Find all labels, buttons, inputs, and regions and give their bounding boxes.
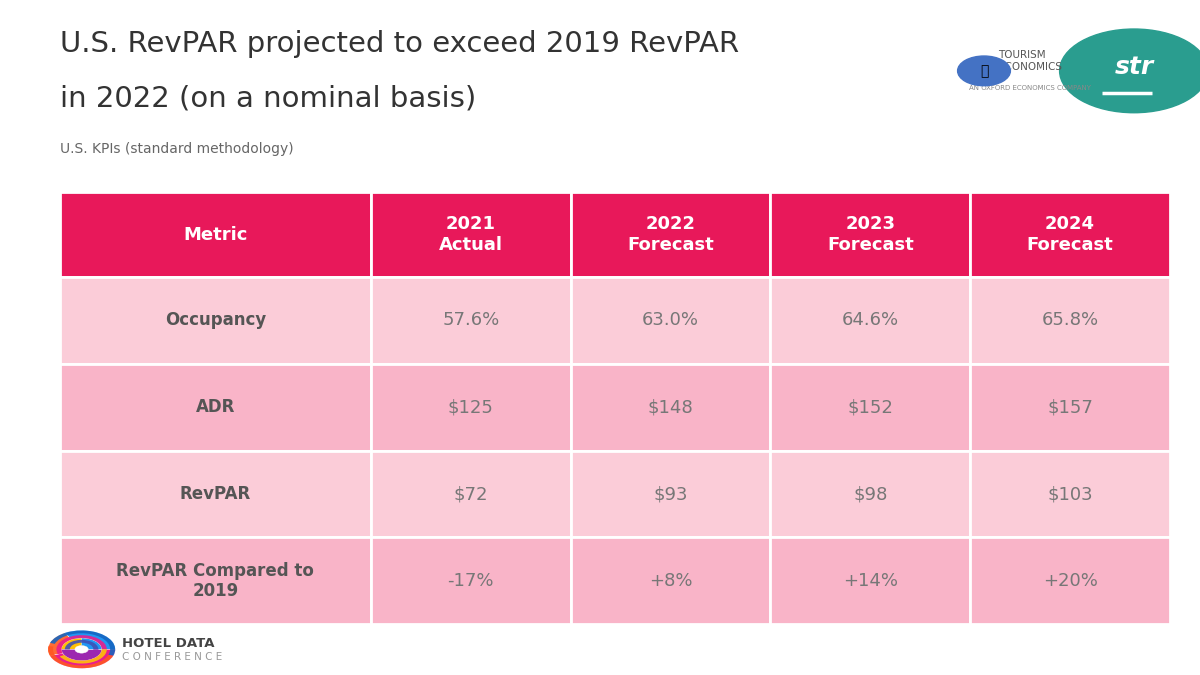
Text: $148: $148 — [648, 398, 694, 416]
FancyBboxPatch shape — [371, 364, 571, 451]
FancyBboxPatch shape — [571, 192, 770, 277]
FancyBboxPatch shape — [970, 451, 1170, 537]
Text: HOTEL DATA: HOTEL DATA — [122, 637, 215, 650]
Text: str: str — [1115, 55, 1153, 80]
Wedge shape — [50, 649, 115, 668]
Text: AN OXFORD ECONOMICS COMPANY: AN OXFORD ECONOMICS COMPANY — [968, 85, 1091, 90]
Text: 2024
Forecast: 2024 Forecast — [1027, 215, 1114, 254]
Wedge shape — [48, 633, 76, 656]
FancyBboxPatch shape — [60, 277, 371, 364]
Text: U.S. KPIs (standard methodology): U.S. KPIs (standard methodology) — [60, 142, 294, 156]
Text: RevPAR: RevPAR — [180, 485, 251, 503]
FancyBboxPatch shape — [60, 364, 371, 451]
Text: ADR: ADR — [196, 398, 235, 416]
Circle shape — [958, 56, 1010, 86]
Text: C O N F E R E N C E: C O N F E R E N C E — [122, 652, 223, 662]
Circle shape — [1060, 29, 1200, 113]
Wedge shape — [61, 649, 102, 661]
Wedge shape — [56, 635, 107, 654]
Text: $125: $125 — [448, 398, 493, 416]
FancyBboxPatch shape — [970, 364, 1170, 451]
FancyBboxPatch shape — [371, 451, 571, 537]
Text: TOURISM
ECONOMICS: TOURISM ECONOMICS — [997, 50, 1062, 72]
Text: in 2022 (on a nominal basis): in 2022 (on a nominal basis) — [60, 84, 476, 112]
Text: Metric: Metric — [184, 225, 247, 244]
Text: RevPAR Compared to
2019: RevPAR Compared to 2019 — [116, 562, 314, 600]
FancyBboxPatch shape — [60, 537, 371, 624]
Text: 64.6%: 64.6% — [841, 311, 899, 329]
Wedge shape — [48, 646, 113, 668]
FancyBboxPatch shape — [571, 364, 770, 451]
Text: $103: $103 — [1048, 485, 1093, 503]
Wedge shape — [65, 649, 98, 659]
FancyBboxPatch shape — [770, 537, 970, 624]
Text: 57.6%: 57.6% — [442, 311, 499, 329]
Text: U.S. RevPAR projected to exceed 2019 RevPAR: U.S. RevPAR projected to exceed 2019 Rev… — [60, 30, 739, 58]
Wedge shape — [65, 630, 115, 649]
Wedge shape — [50, 630, 115, 656]
Text: Occupancy: Occupancy — [164, 311, 266, 329]
Text: 2023
Forecast: 2023 Forecast — [827, 215, 913, 254]
FancyBboxPatch shape — [571, 451, 770, 537]
FancyBboxPatch shape — [970, 192, 1170, 277]
Wedge shape — [65, 640, 98, 649]
FancyBboxPatch shape — [770, 364, 970, 451]
FancyBboxPatch shape — [60, 451, 371, 537]
Text: $157: $157 — [1048, 398, 1093, 416]
FancyBboxPatch shape — [770, 277, 970, 364]
Text: $93: $93 — [653, 485, 688, 503]
Text: +20%: +20% — [1043, 572, 1098, 590]
Text: 65.8%: 65.8% — [1042, 311, 1099, 329]
Text: 2022
Forecast: 2022 Forecast — [628, 215, 714, 254]
Text: +14%: +14% — [842, 572, 898, 590]
FancyBboxPatch shape — [770, 451, 970, 537]
FancyBboxPatch shape — [571, 277, 770, 364]
FancyBboxPatch shape — [770, 192, 970, 277]
Text: -17%: -17% — [448, 572, 494, 590]
Wedge shape — [82, 638, 102, 649]
Text: $152: $152 — [847, 398, 893, 416]
Text: $98: $98 — [853, 485, 888, 503]
Text: +8%: +8% — [649, 572, 692, 590]
Text: 🌐: 🌐 — [980, 64, 988, 78]
FancyBboxPatch shape — [60, 192, 371, 277]
FancyBboxPatch shape — [970, 537, 1170, 624]
FancyBboxPatch shape — [371, 192, 571, 277]
Text: 63.0%: 63.0% — [642, 311, 698, 329]
Wedge shape — [61, 638, 102, 649]
FancyBboxPatch shape — [371, 277, 571, 364]
FancyBboxPatch shape — [571, 537, 770, 624]
FancyBboxPatch shape — [970, 277, 1170, 364]
Text: $72: $72 — [454, 485, 488, 503]
Text: 2021
Actual: 2021 Actual — [439, 215, 503, 254]
Wedge shape — [60, 649, 107, 664]
FancyBboxPatch shape — [371, 537, 571, 624]
